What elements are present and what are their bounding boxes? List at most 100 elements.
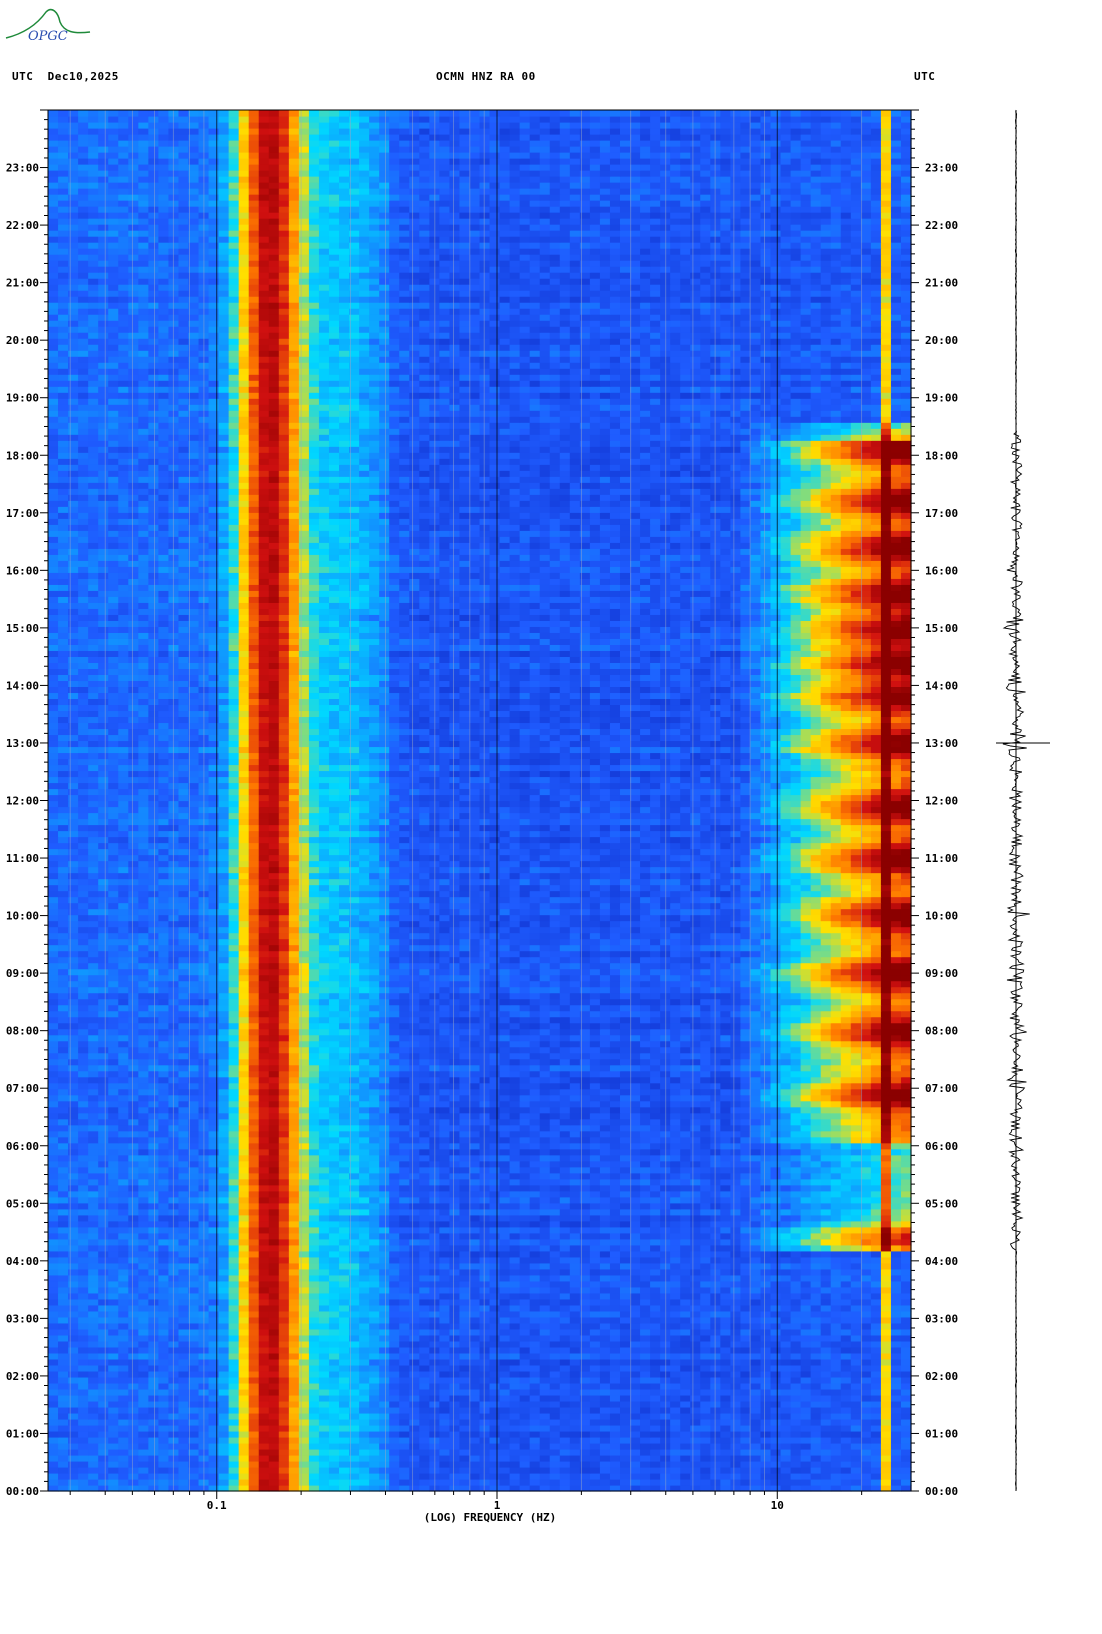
heatmap-cell (600, 1305, 611, 1312)
heatmap-cell (750, 1197, 761, 1204)
heatmap-cell (590, 1461, 601, 1468)
heatmap-cell (680, 1143, 691, 1150)
heatmap-cell (419, 1347, 430, 1354)
heatmap-cell (740, 1143, 751, 1150)
heatmap-cell (98, 1455, 109, 1462)
heatmap-cell (469, 1407, 480, 1414)
heatmap-cell (841, 1389, 852, 1396)
heatmap-cell (630, 1227, 641, 1234)
heatmap-cell (600, 1263, 611, 1270)
heatmap-cell (78, 1359, 89, 1366)
heatmap-cell (259, 1149, 270, 1156)
heatmap-cell (520, 1155, 531, 1162)
heatmap-cell (399, 1359, 410, 1366)
heatmap-cell (128, 1335, 139, 1342)
heatmap-cell (530, 1371, 541, 1378)
heatmap-cell (459, 1239, 470, 1246)
heatmap-cell (821, 1179, 832, 1186)
heatmap-cell (118, 1455, 129, 1462)
heatmap-cell (58, 1311, 69, 1318)
heatmap-cell (68, 1263, 79, 1270)
heatmap-cell (469, 1245, 480, 1252)
heatmap-cell (500, 1257, 511, 1264)
heatmap-cell (650, 1305, 661, 1312)
heatmap-cell (861, 1431, 872, 1438)
heatmap-cell (740, 1239, 751, 1246)
heatmap-cell (219, 1299, 230, 1306)
heatmap-cell (891, 1443, 902, 1450)
heatmap-cell (128, 1245, 139, 1252)
heatmap-cell (620, 1347, 631, 1354)
heatmap-cell (78, 1353, 89, 1360)
heatmap-cell (490, 1317, 501, 1324)
heatmap-cell (118, 1353, 129, 1360)
heatmap-cell (700, 1257, 711, 1264)
heatmap-cell (530, 1335, 541, 1342)
heatmap-cell (68, 1239, 79, 1246)
heatmap-cell (540, 1155, 551, 1162)
heatmap-cell (760, 1341, 771, 1348)
heatmap-cell (510, 1161, 521, 1168)
heatmap-cell (640, 1383, 651, 1390)
heatmap-cell (329, 1437, 340, 1444)
heatmap-cell (219, 1347, 230, 1354)
heatmap-cell (78, 1293, 89, 1300)
heatmap-cell (359, 1395, 370, 1402)
heatmap-cell (811, 1443, 822, 1450)
heatmap-cell (750, 1371, 761, 1378)
heatmap-cell (480, 1353, 491, 1360)
heatmap-cell (158, 1161, 169, 1168)
heatmap-cell (98, 1437, 109, 1444)
heatmap-cell (289, 1353, 300, 1360)
heatmap-cell (48, 1461, 59, 1468)
heatmap-cell (118, 1149, 129, 1156)
heatmap-cell (610, 1227, 621, 1234)
heatmap-cell (640, 1149, 651, 1156)
heatmap-cell (158, 1209, 169, 1216)
heatmap-cell (439, 1257, 450, 1264)
heatmap-cell (560, 1353, 571, 1360)
heatmap-cell (209, 1329, 220, 1336)
heatmap-cell (98, 1401, 109, 1408)
heatmap-cell (771, 1257, 782, 1264)
heatmap-cell (459, 1305, 470, 1312)
heatmap-cell (740, 1395, 751, 1402)
heatmap-cell (510, 1287, 521, 1294)
heatmap-cell (229, 1203, 240, 1210)
heatmap-cell (48, 1365, 59, 1372)
heatmap-cell (219, 1167, 230, 1174)
heatmap-cell (168, 1173, 179, 1180)
heatmap-cell (680, 1383, 691, 1390)
heatmap-cell (530, 1167, 541, 1174)
heatmap-cell (550, 1395, 561, 1402)
heatmap-cell (560, 1191, 571, 1198)
heatmap-cell (78, 1437, 89, 1444)
heatmap-cell (269, 1269, 280, 1276)
heatmap-cell (670, 1221, 681, 1228)
heatmap-cell (510, 1419, 521, 1426)
heatmap-cell (279, 1143, 290, 1150)
heatmap-cell (861, 1227, 872, 1234)
heatmap-cell (108, 1239, 119, 1246)
heatmap-cell (339, 1251, 350, 1258)
heatmap-cell (791, 1251, 802, 1258)
heatmap-cell (540, 1419, 551, 1426)
heatmap-cell (168, 1221, 179, 1228)
heatmap-cell (861, 1353, 872, 1360)
heatmap-cell (439, 1209, 450, 1216)
heatmap-cell (891, 1215, 902, 1222)
heatmap-cell (128, 1383, 139, 1390)
heatmap-cell (811, 1473, 822, 1480)
heatmap-cell (219, 1353, 230, 1360)
heatmap-cell (118, 1239, 129, 1246)
heatmap-cell (550, 1185, 561, 1192)
heatmap-cell (650, 1215, 661, 1222)
heatmap-cell (229, 1215, 240, 1222)
heatmap-cell (771, 1323, 782, 1330)
heatmap-cell (480, 1479, 491, 1486)
heatmap-cell (871, 1185, 882, 1192)
heatmap-cell (530, 1437, 541, 1444)
heatmap-cell (720, 1191, 731, 1198)
heatmap-cell (309, 1143, 320, 1150)
heatmap-cell (128, 1191, 139, 1198)
